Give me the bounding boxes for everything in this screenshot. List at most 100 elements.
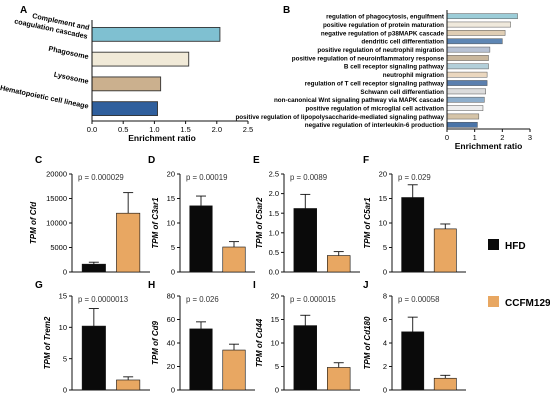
p-value-j: p = 0.00058 (398, 295, 439, 304)
x-axis-title-b: Enrichment ratio (455, 141, 523, 151)
y-axis-title-h: TPM of Cd9 (151, 320, 160, 365)
y-tick-label-h: 40 (167, 339, 175, 348)
y-tick-label-c: 15000 (46, 194, 67, 203)
category-label-b-4: dendritic cell differentiation (361, 39, 444, 46)
category-label-b-6: positive regulation of neuroinflammatory… (292, 55, 445, 62)
panel-j: J 0 2 4 6 8 TPM of Cd180 p = 0.00058 (363, 280, 466, 395)
y-tick-label-c: 20000 (46, 170, 67, 179)
y-tick-label-c: 0 (63, 268, 67, 277)
p-value-i: p = 0.000015 (290, 295, 336, 304)
category-label-b-14: negative regulation of interleukin-6 pro… (305, 122, 444, 129)
bar-b-13 (446, 113, 480, 120)
y-axis-title-g: TPM of Trem2 (43, 316, 52, 369)
bar-j-ccfm1299 (433, 377, 457, 391)
p-value-f: p = 0.029 (398, 173, 431, 182)
x-tick-label-b: 2 (500, 133, 504, 142)
y-tick-label-i: 5 (275, 362, 279, 371)
panel-letter-a: A (20, 5, 27, 16)
category-label-b-3: negative regulation of p38MAPK cascade (321, 30, 445, 37)
y-tick-label-f: 20 (379, 170, 387, 179)
bar-b-11 (446, 96, 485, 103)
y-tick-label-j: 8 (383, 292, 387, 301)
y-axis-title-f: TPM of C5ar1 (363, 197, 372, 249)
y-tick-label-h: 80 (167, 292, 175, 301)
x-tick-label-a: 0.5 (118, 125, 128, 134)
y-tick-label-i: 0 (275, 386, 279, 395)
panel-letter-g: G (35, 280, 43, 291)
legend-label-ccfm1299: CCFM1299 (505, 298, 550, 309)
y-tick-label-g: 0 (63, 386, 67, 395)
y-tick-label-e: 1.0 (269, 228, 279, 237)
category-label-b-10: Schwann cell differentiation (360, 89, 444, 96)
category-label-a-2: Phagosome (48, 44, 90, 61)
bar-b-12 (446, 105, 484, 111)
bar-d-ccfm1299 (222, 246, 246, 273)
bar-b-1 (446, 13, 518, 20)
category-label-b-5: positive regulation of neutrophil migrat… (317, 47, 444, 54)
panel-letter-j: J (363, 280, 369, 291)
category-label-b-7: B cell receptor signaling pathway (344, 64, 445, 71)
panel-letter-h: H (148, 280, 155, 291)
bar-b-2 (446, 21, 511, 28)
panel-c: C 0 5000 10000 15000 20000 TPM of Cfd p = 0.000… (29, 155, 150, 277)
y-axis-title-c: TPM of Cfd (29, 201, 38, 244)
bar-i-ccfm1299 (327, 367, 351, 391)
bar-d-hfd (189, 205, 213, 273)
bar-g-ccfm1299 (116, 379, 141, 391)
panel-letter-i: I (253, 280, 256, 291)
y-tick-label-e: 1.5 (269, 209, 279, 218)
y-tick-label-d: 20 (167, 170, 175, 179)
bar-j-hfd (401, 331, 425, 391)
x-tick-label-b: 1 (473, 133, 477, 142)
panel-letter-b: B (283, 5, 290, 16)
x-tick-label-a: 0.0 (87, 125, 97, 134)
y-tick-label-f: 15 (379, 194, 387, 203)
y-tick-label-h: 60 (167, 315, 175, 324)
bar-i-hfd (293, 325, 317, 391)
category-label-b-8: neutrophil migration (383, 72, 444, 79)
bar-g-hfd (81, 325, 106, 391)
x-tick-label-a: 2.0 (212, 125, 222, 134)
panel-letter-d: D (148, 155, 155, 166)
y-tick-label-f: 10 (379, 219, 387, 228)
y-tick-label-f: 5 (383, 243, 387, 252)
bar-a-3 (91, 76, 162, 92)
y-tick-label-f: 0 (383, 268, 387, 277)
bar-b-6 (446, 55, 489, 61)
y-tick-label-i: 15 (271, 315, 279, 324)
panel-g: G 0 5 10 15 TPM of Trem2 p = 0.0000013 (35, 280, 150, 395)
category-label-b-2: positive regulation of protein maturatio… (323, 22, 444, 29)
panel-e: E 0.0 0.5 1.0 1.5 2.0 2.5 TPM of C5ar2 p = 0.008… (253, 155, 360, 277)
bar-b-10 (446, 88, 486, 95)
x-tick-label-a: 1.0 (149, 125, 159, 134)
panel-d: D 0 5 10 15 20 TPM of C3ar1 p = 0.00019 (148, 155, 255, 277)
y-tick-label-h: 0 (171, 386, 175, 395)
bar-e-ccfm1299 (327, 255, 351, 273)
p-value-g: p = 0.0000013 (78, 295, 128, 304)
category-label-b-9: regulation of T cell receptor signaling … (305, 80, 445, 87)
y-axis-title-i: TPM of Cd44 (255, 318, 264, 367)
bar-b-14 (446, 121, 478, 128)
x-tick-label-b: 3 (528, 133, 532, 142)
y-axis-title-d: TPM of C3ar1 (151, 197, 160, 249)
bar-c-hfd (81, 263, 106, 273)
y-tick-label-g: 15 (59, 292, 67, 301)
category-label-b-11: non-canonical Wnt signaling pathway via … (274, 97, 445, 104)
y-tick-label-c: 5000 (50, 243, 67, 252)
y-tick-label-d: 15 (167, 194, 175, 203)
legend-label-hfd: HFD (505, 241, 526, 252)
bar-b-9 (446, 80, 488, 86)
x-tick-label-a: 1.5 (180, 125, 190, 134)
y-tick-label-e: 2.5 (269, 170, 279, 179)
legend-swatch-ccfm1299 (488, 296, 499, 307)
y-tick-label-e: 0.5 (269, 248, 279, 257)
bar-f-ccfm1299 (433, 228, 457, 273)
y-axis-title-e: TPM of C5ar2 (255, 197, 264, 249)
y-axis-title-j: TPM of Cd180 (363, 316, 372, 369)
bar-a-4 (91, 101, 158, 117)
p-value-h: p = 0.026 (186, 295, 219, 304)
legend-swatch-hfd (488, 239, 499, 250)
